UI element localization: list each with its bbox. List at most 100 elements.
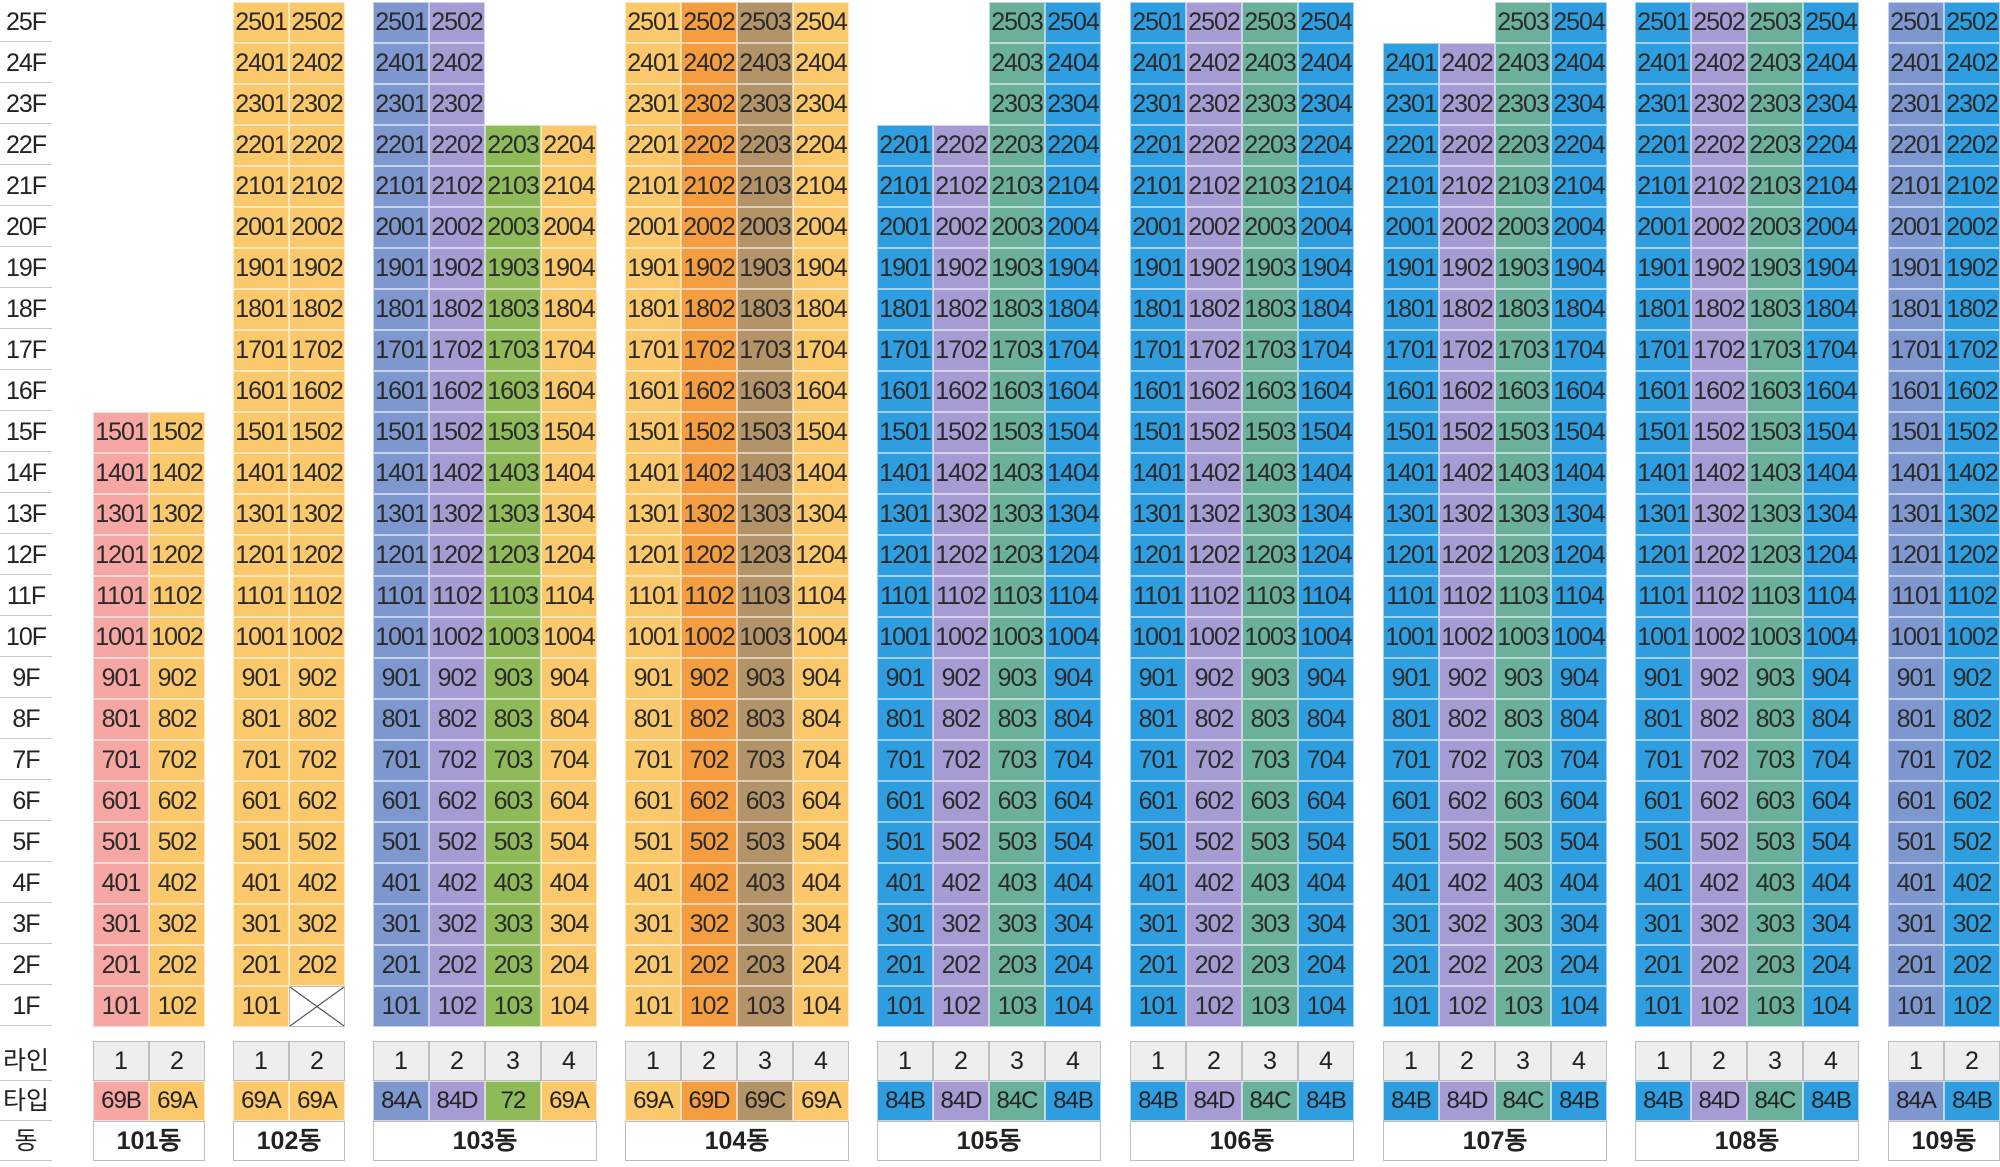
unit-cell: 1201 [1130, 535, 1186, 576]
line-number: 3 [1747, 1041, 1803, 1081]
unit-cell: 1402 [289, 453, 345, 494]
unit-cell: 1004 [541, 617, 597, 658]
line-number: 4 [793, 1041, 849, 1081]
unit-cell: 902 [429, 658, 485, 699]
building-name: 103동 [373, 1121, 597, 1161]
unit-cell: 2102 [1691, 166, 1747, 207]
unit-cell: 2201 [877, 125, 933, 166]
unit-cell: 902 [289, 658, 345, 699]
unit-cell: 102 [1944, 986, 2000, 1027]
unit-cell: 2402 [1691, 43, 1747, 84]
floor-label: 5F [0, 822, 52, 862]
unit-cell: 502 [681, 822, 737, 863]
unit-cell: 1901 [1635, 248, 1691, 289]
line-number: 2 [149, 1041, 205, 1081]
unit-cell: 1504 [793, 412, 849, 453]
unit-cell: 701 [93, 740, 149, 781]
unit-cell: 2202 [933, 125, 989, 166]
unit-cell: 1401 [625, 453, 681, 494]
unit-cell: 602 [681, 781, 737, 822]
unit-cell: 604 [1298, 781, 1354, 822]
unit-cell: 1401 [1888, 453, 1944, 494]
unit-cell: 2302 [1691, 84, 1747, 125]
unit-cell: 1902 [1944, 248, 2000, 289]
unit-cell: 703 [485, 740, 541, 781]
unit-cell: 1604 [1298, 371, 1354, 412]
unit-cell: 2203 [1495, 125, 1551, 166]
unit-cell: 2001 [1888, 207, 1944, 248]
unit-cell: 804 [1803, 699, 1859, 740]
unit-cell: 2404 [1298, 43, 1354, 84]
unit-cell: 302 [681, 904, 737, 945]
floor-label: 11F [0, 576, 52, 616]
unit-cell: 2401 [233, 43, 289, 84]
unit-cell: 701 [877, 740, 933, 781]
unit-cell: 1104 [1045, 576, 1101, 617]
unit-cell: 2001 [373, 207, 429, 248]
unit-cell: 2002 [1186, 207, 1242, 248]
unit-cell: 303 [1495, 904, 1551, 945]
unit-cell: 2201 [625, 125, 681, 166]
unit-cell: 2403 [1495, 43, 1551, 84]
unit-cell: 902 [1439, 658, 1495, 699]
unit-cell: 102 [429, 986, 485, 1027]
unit-cell: 1501 [1383, 412, 1439, 453]
unit-cell: 1303 [1495, 494, 1551, 535]
unit-cell: 1702 [1186, 330, 1242, 371]
unit-cell: 504 [1045, 822, 1101, 863]
unit-cell: 1501 [373, 412, 429, 453]
unit-cell: 2102 [933, 166, 989, 207]
unit-cell: 2504 [1045, 2, 1101, 43]
floor-label: 21F [0, 166, 52, 206]
unit-cell: 204 [541, 945, 597, 986]
unit-cell: 902 [1186, 658, 1242, 699]
unit-cell: 2103 [1747, 166, 1803, 207]
unit-cell: 502 [1944, 822, 2000, 863]
unit-cell: 1401 [373, 453, 429, 494]
floor-label: 4F [0, 863, 52, 903]
unit-cell: 1301 [625, 494, 681, 535]
unit-cell: 704 [1551, 740, 1607, 781]
unit-cell: 401 [1383, 863, 1439, 904]
unit-cell: 102 [1691, 986, 1747, 1027]
line-number: 4 [1803, 1041, 1859, 1081]
unit-cell: 1001 [1383, 617, 1439, 658]
unit-cell: 202 [149, 945, 205, 986]
unit-cell: 703 [737, 740, 793, 781]
line-number: 2 [933, 1041, 989, 1081]
unit-cell: 1303 [737, 494, 793, 535]
unit-cell: 1002 [681, 617, 737, 658]
building-name: 105동 [877, 1121, 1101, 1161]
unit-cell: 501 [93, 822, 149, 863]
unit-cell: 1404 [793, 453, 849, 494]
unit-cell: 902 [1944, 658, 2000, 699]
unit-cell: 1003 [737, 617, 793, 658]
line-number: 1 [625, 1041, 681, 1081]
unit-cell: 104 [1045, 986, 1101, 1027]
unit-cell: 1204 [1045, 535, 1101, 576]
floor-label: 13F [0, 494, 52, 534]
unit-cell: 2501 [233, 2, 289, 43]
line-number: 3 [1495, 1041, 1551, 1081]
unit-cell: 1703 [737, 330, 793, 371]
line-number: 2 [681, 1041, 737, 1081]
unit-cell: 302 [429, 904, 485, 945]
unit-cell: 1602 [1439, 371, 1495, 412]
unit-cell: 1904 [1551, 248, 1607, 289]
unit-cell: 2401 [1635, 43, 1691, 84]
unit-cell: 2301 [1888, 84, 1944, 125]
line-number: 1 [1888, 1041, 1944, 1081]
unit-cell: 1601 [373, 371, 429, 412]
unit-cell: 1501 [625, 412, 681, 453]
unit-cell: 1403 [1242, 453, 1298, 494]
unit-cell: 201 [233, 945, 289, 986]
unit-cell: 1202 [1944, 535, 2000, 576]
unit-cell: 604 [793, 781, 849, 822]
unit-cell: 2402 [1186, 43, 1242, 84]
unit-cell: 801 [1888, 699, 1944, 740]
unit-cell: 403 [1747, 863, 1803, 904]
unit-cell: 202 [681, 945, 737, 986]
unit-cell: 1301 [233, 494, 289, 535]
unit-cell: 103 [989, 986, 1045, 1027]
unit-cell: 2404 [1551, 43, 1607, 84]
